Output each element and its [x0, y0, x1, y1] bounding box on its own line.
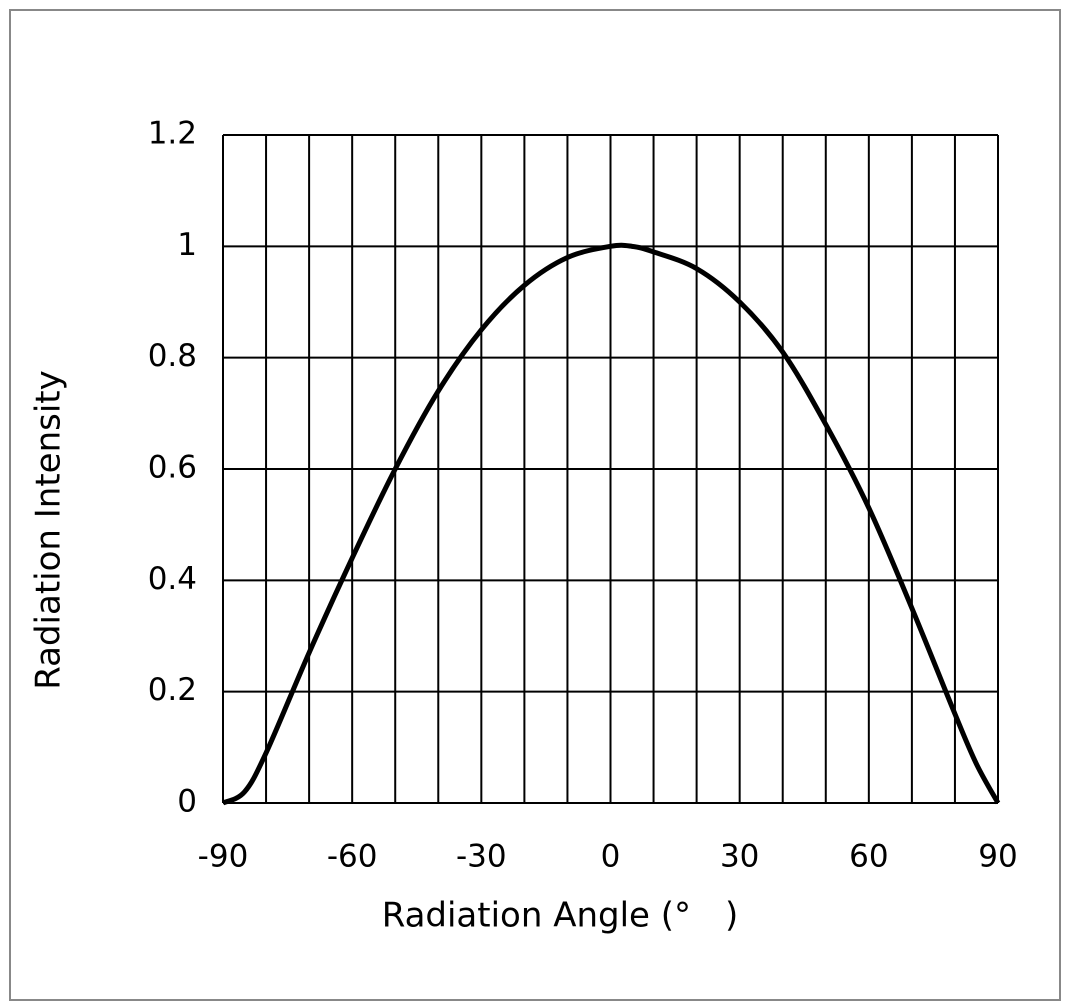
y-tick-label: 0.8 — [148, 338, 197, 374]
x-tick-label: 60 — [849, 839, 888, 875]
chart-frame — [9, 9, 1061, 1001]
x-tick-label: -90 — [198, 839, 249, 875]
x-axis-title: Radiation Angle (° ) — [382, 896, 739, 936]
x-tick-label: 90 — [978, 839, 1017, 875]
x-tick-label: -60 — [327, 839, 378, 875]
x-tick-label: -30 — [456, 839, 507, 875]
y-tick-label: 0.6 — [148, 450, 197, 486]
y-axis-title: Radiation Intensity — [29, 370, 69, 690]
y-tick-label: 1 — [177, 227, 197, 263]
curve — [221, 242, 1001, 806]
y-tick-label: 0 — [177, 784, 197, 820]
y-tick-label: 1.2 — [148, 116, 197, 152]
y-tick-label: 0.4 — [148, 561, 197, 597]
y-tick-label: 0.2 — [148, 672, 197, 708]
x-tick-label: 30 — [720, 839, 759, 875]
x-tick-label: 0 — [601, 839, 621, 875]
